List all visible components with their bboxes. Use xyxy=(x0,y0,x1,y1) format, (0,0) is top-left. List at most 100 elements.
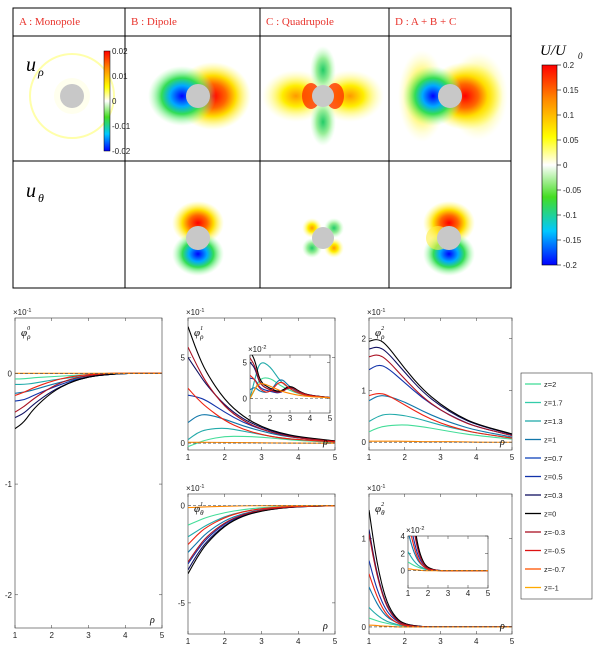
colorbar-tick-label: 0.2 xyxy=(563,61,575,70)
legend-label: z=1 xyxy=(544,436,556,445)
x-tick-label: 5 xyxy=(160,631,165,640)
y-tick-label: 0 xyxy=(362,438,367,447)
colorbar-label: U/U xyxy=(540,43,567,59)
series-line xyxy=(369,392,512,439)
y-axis-label: φ0 ρ xyxy=(21,326,31,341)
series-line xyxy=(188,326,335,442)
inset-plot: 1 2 3 4 5 4 2 0 ×10-2 xyxy=(401,526,491,598)
field-grid xyxy=(12,7,512,289)
x-tick-label: 3 xyxy=(438,453,443,462)
colorbar-small-tick-label: 0.01 xyxy=(112,72,128,81)
series-line xyxy=(188,387,335,443)
svg-text:θ: θ xyxy=(38,191,44,205)
y-tick-label: 2 xyxy=(401,549,406,558)
colorbar-small-tick-label: 0.02 xyxy=(112,47,128,56)
panel-b-title: B : Dipole xyxy=(131,16,177,28)
x-tick-label: 5 xyxy=(328,414,333,423)
field-quadrupole-utheta xyxy=(302,218,344,258)
x-axis-label: ρ xyxy=(499,437,505,448)
svg-text:ρ: ρ xyxy=(37,65,44,79)
legend-label: z=-0.3 xyxy=(544,528,565,537)
cylinder xyxy=(186,84,210,108)
x-tick-label: 4 xyxy=(296,453,301,462)
x-tick-label: 3 xyxy=(438,637,443,646)
y-tick-label: 0 xyxy=(401,567,406,576)
plot-frame xyxy=(187,493,336,635)
cylinder xyxy=(437,226,461,250)
x-tick-label: 3 xyxy=(288,414,293,423)
colorbar-main: U/U 0 0.2 0.15 0.1 0.05 0 -0.05 -0.1 -0.15 -0.2 xyxy=(540,43,583,270)
y-axis-label: φ2 θ xyxy=(375,502,385,517)
x-tick-label: 4 xyxy=(466,589,471,598)
colorbar-tick-label: 0.1 xyxy=(563,111,575,120)
series-line xyxy=(369,440,512,443)
plot-frame xyxy=(14,317,163,629)
x-tick-label: 4 xyxy=(296,637,301,646)
x-tick-label: 2 xyxy=(426,589,431,598)
panel-d-title: D : A + B + C xyxy=(395,16,456,28)
axis-exponent: ×10-1 xyxy=(367,308,385,317)
x-tick-label: 3 xyxy=(259,637,264,646)
x-tick-label: 5 xyxy=(333,453,338,462)
colorbar-small: 0.02 0.01 0 -0.01 -0.02 xyxy=(103,47,131,156)
y-tick-label: 1 xyxy=(362,386,367,395)
colorbar-tick-label: 0.05 xyxy=(563,136,579,145)
x-tick-label: 5 xyxy=(486,589,491,598)
series-line xyxy=(250,383,330,399)
colorbar-tick-label: -0.2 xyxy=(563,261,577,270)
y-tick-label: -5 xyxy=(178,599,186,608)
cylinder xyxy=(186,226,210,250)
x-tick-label: 5 xyxy=(510,637,515,646)
series-line xyxy=(188,505,335,545)
x-tick-label: 4 xyxy=(474,637,479,646)
row-label-u-rho: u ρ xyxy=(26,54,44,79)
legend-label: z=0 xyxy=(544,510,556,519)
x-tick-label: 2 xyxy=(403,637,408,646)
series-line xyxy=(250,374,330,399)
legend-box xyxy=(520,372,593,600)
panel-a-title: A : Monopole xyxy=(19,16,80,28)
legend-label: z=-1 xyxy=(544,584,559,593)
axis-exponent: ×10-2 xyxy=(406,526,424,535)
x-tick-label: 1 xyxy=(186,637,191,646)
series-line xyxy=(369,424,512,440)
field-dipole-utheta xyxy=(172,201,224,276)
legend-label: z=1.7 xyxy=(544,399,563,408)
x-tick-label: 4 xyxy=(308,414,313,423)
x-tick-label: 4 xyxy=(123,631,128,640)
y-tick-label: 0 xyxy=(243,395,248,404)
axis-exponent: ×10-1 xyxy=(13,308,31,317)
svg-text:u: u xyxy=(26,180,36,202)
y-axis-label: φ1 θ xyxy=(194,502,204,517)
series-line xyxy=(369,395,512,438)
y-tick-label: -2 xyxy=(5,591,13,600)
axis-exponent: ×10-1 xyxy=(186,484,204,493)
x-tick-label: 1 xyxy=(367,453,372,462)
x-axis-label: ρ xyxy=(149,615,155,626)
cylinder xyxy=(312,85,334,107)
y-axis-label: φ2 ρ xyxy=(375,326,385,341)
legend-label: z=2 xyxy=(544,380,556,389)
x-axis-label: ρ xyxy=(322,621,328,632)
cylinder xyxy=(438,84,462,108)
row-label-u-theta: u θ xyxy=(26,180,44,205)
colorbar-small-tick-label: -0.02 xyxy=(112,147,131,156)
axis-exponent: ×10-1 xyxy=(186,308,204,317)
axis-exponent: ×10-1 xyxy=(367,484,385,493)
y-tick-label: 1 xyxy=(362,534,367,543)
colorbar-tick-label: 0.15 xyxy=(563,86,579,95)
plot-phi1-theta: 1 2 3 4 5 0 -5 ×10-1 φ1 θ ρ xyxy=(178,484,338,646)
x-tick-label: 5 xyxy=(333,637,338,646)
y-axis-label: φ1 ρ xyxy=(194,326,204,341)
y-tick-label: 2 xyxy=(362,335,367,344)
y-tick-label: 0 xyxy=(181,502,186,511)
series-line xyxy=(188,346,335,442)
x-tick-label: 5 xyxy=(510,453,515,462)
x-tick-label: 3 xyxy=(446,589,451,598)
y-tick-label: 0 xyxy=(181,439,186,448)
cylinder xyxy=(60,84,84,108)
field-sum-urho xyxy=(398,50,508,142)
colorbar-small-tick-label: -0.01 xyxy=(112,122,131,131)
